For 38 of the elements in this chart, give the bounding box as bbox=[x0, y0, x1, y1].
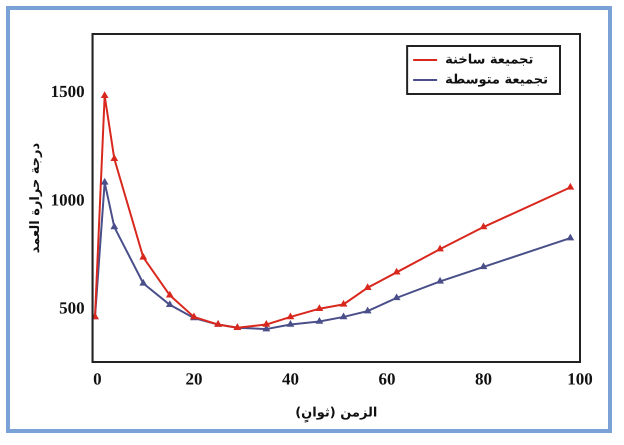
point bbox=[393, 294, 400, 300]
x-tick-label: 60 bbox=[378, 370, 396, 389]
legend-label: تجميعة متوسطة bbox=[445, 72, 548, 88]
point bbox=[364, 284, 372, 290]
point bbox=[393, 268, 400, 275]
point bbox=[480, 262, 488, 270]
point bbox=[436, 245, 444, 252]
point bbox=[364, 307, 372, 314]
point bbox=[566, 183, 574, 190]
y-tick-label: 1000 bbox=[50, 190, 85, 210]
y-tick-label: 500 bbox=[59, 298, 85, 318]
point bbox=[316, 304, 323, 311]
point bbox=[101, 178, 108, 185]
point bbox=[110, 223, 118, 230]
point bbox=[340, 300, 348, 307]
point bbox=[340, 312, 348, 320]
point bbox=[140, 253, 147, 260]
point bbox=[262, 320, 270, 327]
x-tick-label: 80 bbox=[474, 370, 492, 389]
x-tick-label: 100 bbox=[567, 370, 593, 389]
y-tick-label: 1500 bbox=[50, 82, 85, 102]
x-tick-label: 20 bbox=[185, 370, 202, 389]
point bbox=[286, 320, 294, 327]
point bbox=[566, 234, 574, 240]
legend-label: تجميعة ساخنة bbox=[445, 52, 534, 68]
x-axis-title: الزمن (ثوانٍ) bbox=[295, 406, 378, 424]
point bbox=[316, 317, 323, 324]
point bbox=[101, 92, 108, 98]
point bbox=[436, 277, 444, 284]
point bbox=[166, 300, 174, 308]
x-tick-label: 40 bbox=[282, 370, 299, 389]
point bbox=[480, 223, 488, 230]
x-tick-label: 0 bbox=[93, 370, 102, 389]
point bbox=[286, 312, 294, 320]
point bbox=[140, 279, 147, 286]
y-axis-title: درجة حرارة العمد bbox=[28, 142, 44, 254]
point bbox=[110, 154, 118, 162]
point bbox=[166, 291, 174, 298]
